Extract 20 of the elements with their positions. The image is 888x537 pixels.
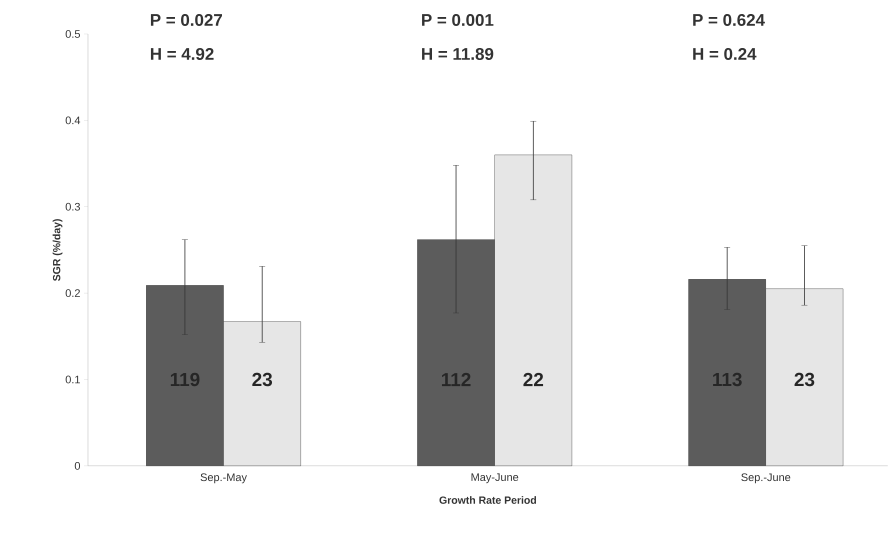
text: P = 0.624	[693, 14, 765, 26]
y-tick-label: 0.2	[66, 289, 80, 298]
y-tick-label: 0.1	[66, 376, 80, 384]
x-tick-label: Sep.-May	[200, 473, 247, 484]
annotation: H = 0.24	[693, 48, 756, 60]
y-tick-label: 0.5	[66, 30, 80, 38]
x-axis-title: Growth Rate Period	[440, 496, 536, 504]
annotation: H = 4.92	[150, 48, 214, 60]
x-tick-label: May-June	[472, 473, 518, 484]
x-tick-label: Sep.-June	[741, 473, 790, 484]
y-tick-label: 0.3	[66, 202, 80, 211]
text: P = 0.001	[422, 14, 494, 26]
annotation: 23	[252, 372, 272, 386]
text: P = 0.027	[150, 14, 222, 26]
y-axis-title: SGR (%/day)	[52, 219, 62, 282]
annotation: H = 11.89	[422, 48, 494, 60]
annotation: 23	[794, 372, 814, 386]
y-tick-label: 0.4	[66, 116, 80, 124]
y-tick-label: 0	[74, 462, 80, 470]
annotation: 22	[523, 372, 544, 386]
